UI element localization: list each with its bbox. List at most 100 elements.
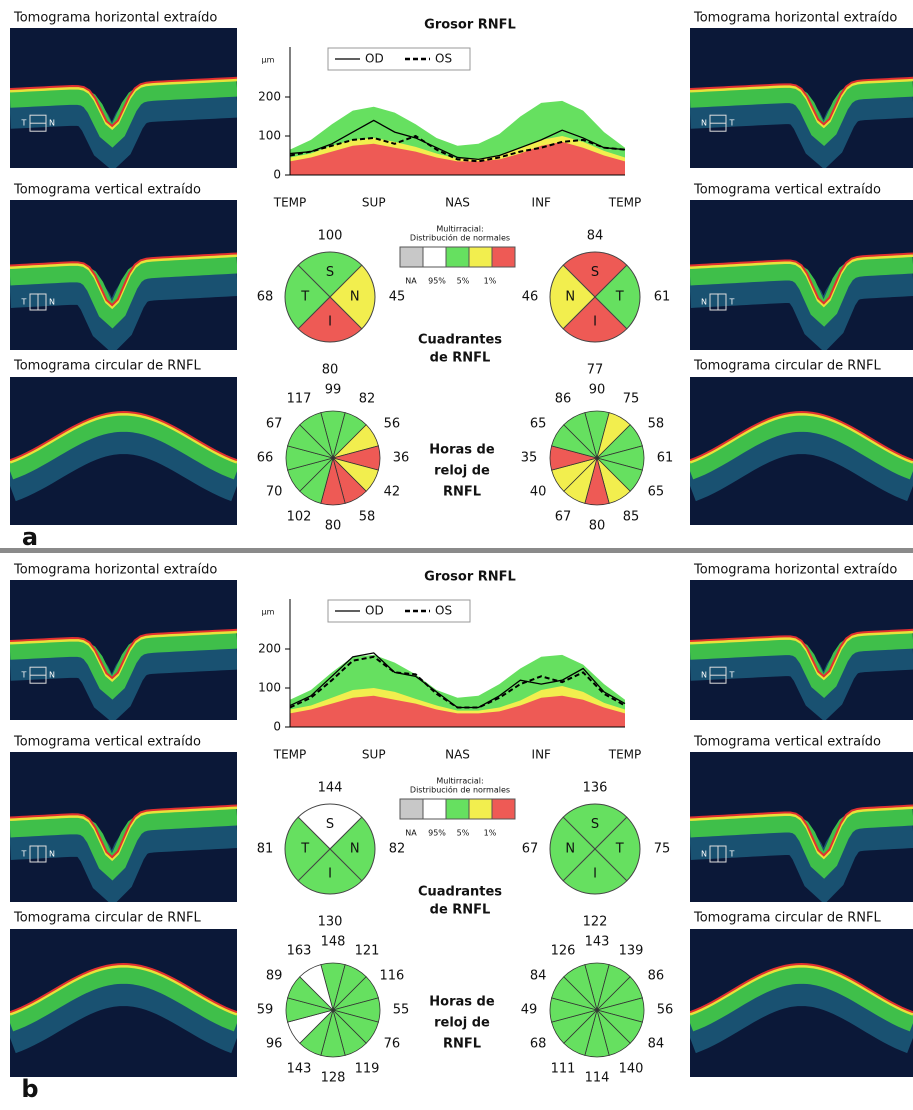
clock-value: 90 [589, 383, 606, 398]
clock-value: 143 [287, 1061, 312, 1076]
normative-label: 5% [457, 277, 470, 286]
quadrant-letter: S [591, 817, 599, 832]
clock-value: 59 [257, 1003, 274, 1018]
clock-value: 49 [521, 1003, 538, 1018]
section-title: Cuadrantes [418, 885, 502, 900]
tomogram-image: TN [10, 200, 237, 350]
quadrant-value: 45 [389, 290, 406, 305]
y-tick-label: 100 [258, 681, 281, 695]
orientation-label: T [729, 119, 735, 128]
x-label: INF [532, 196, 552, 210]
clock-value: 117 [287, 392, 312, 407]
clock-value: 84 [530, 969, 547, 984]
normative-swatch [492, 247, 515, 267]
y-tick-label: 0 [273, 168, 281, 182]
clock-value: 143 [585, 935, 610, 950]
clock-value: 139 [619, 944, 644, 959]
orientation-label: T [21, 298, 27, 307]
quadrant-letter: N [350, 290, 360, 305]
quadrant-letter: I [593, 314, 597, 329]
clock-value: 61 [657, 451, 674, 466]
tomogram-image [690, 929, 913, 1077]
clock-value: 114 [585, 1071, 610, 1086]
legend-label: OD [365, 52, 384, 66]
normative-swatch [469, 247, 492, 267]
clock-value: 65 [530, 417, 547, 432]
clock-value: 102 [287, 509, 312, 524]
quadrant-letter: T [300, 290, 309, 305]
normative-label: 95% [428, 829, 446, 838]
clock-value: 82 [359, 392, 376, 407]
clock-value: 116 [379, 969, 404, 984]
quadrant-value: 75 [654, 842, 671, 857]
clock-value: 35 [521, 451, 538, 466]
tomogram-image: NT [690, 200, 913, 350]
quadrant-value: 77 [587, 363, 604, 378]
clock-value: 76 [384, 1037, 401, 1052]
section-title: RNFL [443, 1037, 481, 1052]
quadrant-value: 122 [583, 915, 608, 930]
orientation-label: T [729, 671, 735, 680]
clock-value: 111 [551, 1061, 576, 1076]
quadrant-letter: S [591, 265, 599, 280]
clock-value: 75 [623, 392, 640, 407]
quadrant-letter: T [300, 842, 309, 857]
clock-value: 86 [648, 969, 665, 984]
normative-swatch [423, 247, 446, 267]
clock-value: 65 [648, 485, 665, 500]
tomogram-title: Tomograma vertical extraído [13, 735, 201, 750]
tomogram-image: NT [690, 28, 913, 168]
clock-value: 55 [393, 1003, 410, 1018]
quadrant-letter: N [565, 842, 575, 857]
clock-value: 80 [589, 519, 606, 534]
quadrant-value: 46 [522, 290, 539, 305]
normative-swatch [400, 247, 423, 267]
clock-value: 99 [325, 383, 342, 398]
legend-label: OS [435, 604, 452, 618]
quadrant-value: 84 [587, 229, 604, 244]
normative-label: NA [405, 829, 417, 838]
normative-title: Distribución de normales [410, 785, 510, 795]
quadrant-value: 100 [318, 229, 343, 244]
y-tick-label: 200 [258, 90, 281, 104]
tomogram-image [10, 377, 237, 525]
x-label: TEMP [608, 196, 642, 210]
tomogram-title: Tomograma circular de RNFL [693, 359, 882, 374]
legend-label: OS [435, 52, 452, 66]
normative-title: Distribución de normales [410, 233, 510, 243]
orientation-label: N [701, 298, 707, 307]
normative-label: 95% [428, 277, 446, 286]
clock-value: 58 [359, 509, 376, 524]
normative-swatch [423, 799, 446, 819]
clock-value: 67 [266, 417, 283, 432]
tomogram-title: Tomograma vertical extraído [693, 735, 881, 750]
chart-title: Grosor RNFL [424, 18, 516, 33]
clock-value: 163 [287, 944, 312, 959]
section-title: de RNFL [430, 351, 491, 366]
orientation-label: T [729, 850, 735, 859]
clock-value: 140 [619, 1061, 644, 1076]
tomogram-title: Tomograma horizontal extraído [13, 563, 217, 578]
quadrant-letter: N [565, 290, 575, 305]
quadrant-letter: T [615, 842, 624, 857]
tomogram-title: Tomograma circular de RNFL [693, 911, 882, 926]
clock-value: 128 [321, 1071, 346, 1086]
quadrant-letter: S [326, 817, 334, 832]
clock-value: 42 [384, 485, 401, 500]
normative-swatch [400, 799, 423, 819]
x-label: NAS [445, 196, 470, 210]
y-tick-label: 100 [258, 129, 281, 143]
tomogram-title: Tomograma horizontal extraído [693, 11, 897, 26]
orientation-label: N [701, 119, 707, 128]
clock-value: 85 [623, 509, 640, 524]
section-title: reloj de [434, 1016, 490, 1031]
clock-value: 121 [355, 944, 380, 959]
tomogram-image [690, 377, 913, 525]
clock-value: 86 [555, 392, 572, 407]
x-label: NAS [445, 748, 470, 762]
x-label: INF [532, 748, 552, 762]
orientation-label: N [701, 850, 707, 859]
clock-value: 89 [266, 969, 283, 984]
